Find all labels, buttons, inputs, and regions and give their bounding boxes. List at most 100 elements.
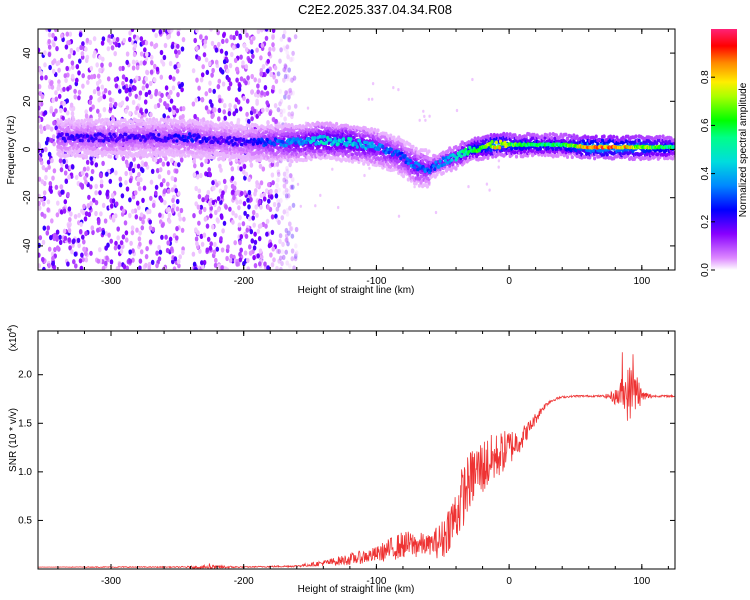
spectrogram-cell: [265, 90, 270, 96]
spectrogram-cell: [70, 249, 74, 255]
spectrogram-cell: [168, 74, 173, 80]
spectrogram-cell: [102, 94, 107, 100]
spectrogram-cell: [170, 44, 175, 50]
spectrogram-cell: [274, 188, 279, 194]
spectrogram-cell: [272, 201, 277, 208]
spectrogram-cell: [100, 40, 105, 46]
spectrogram-cell: [266, 58, 271, 64]
spectrogram-cell: [82, 203, 86, 209]
spectrogram-cell: [124, 180, 128, 186]
spectrogram-cell: [205, 223, 210, 229]
spectrogram-cell: [274, 193, 279, 199]
spectrogram-cell: [148, 80, 153, 87]
spectrogram-cell: [285, 50, 290, 56]
spectrogram-cell: [290, 248, 295, 254]
spectrogram-cell: [199, 77, 204, 83]
spectrogram-cell: [268, 110, 273, 116]
spectrogram-ridge-cell: [564, 132, 568, 137]
spectrogram-cell: [90, 225, 95, 231]
spectrogram-cell: [166, 240, 170, 246]
spectrogram-cell: [290, 176, 295, 183]
spectrogram-cell: [135, 105, 139, 111]
spectrogram-cell: [273, 65, 278, 71]
spectrogram-cell: [131, 248, 135, 254]
spectrogram-cell: [247, 204, 251, 210]
spectrogram-cell: [204, 57, 209, 63]
spectrogram-cell: [121, 208, 126, 214]
spectrogram-cell: [166, 188, 171, 194]
spectrogram-cell: [94, 210, 98, 217]
spectrogram-cell: [206, 189, 211, 196]
spectrogram-cell: [256, 83, 260, 89]
spectrogram-cell: [128, 110, 132, 117]
spectrogram-cell: [242, 95, 246, 101]
spectrogram-cell: [87, 74, 91, 80]
spectrogram-cell: [271, 246, 276, 252]
spectrogram-cell: [397, 88, 400, 92]
spectrogram-cell: [141, 197, 145, 203]
spectrogram-cell: [177, 263, 181, 269]
spectrogram-cell: [38, 84, 42, 90]
spectrogram-cell: [174, 161, 178, 167]
spectrogram-cell: [299, 204, 302, 208]
spectrogram-cell: [154, 42, 159, 48]
spectrogram-ridge-cell: [556, 153, 560, 158]
spectrogram-cell: [216, 207, 221, 213]
spectrogram-cell: [200, 97, 205, 103]
spectrogram-cell: [217, 116, 221, 122]
spectrogram-ridge-cell: [108, 154, 113, 159]
spectrogram-cell: [202, 232, 207, 238]
spectrogram-cell: [218, 163, 222, 169]
spectrogram-cell: [193, 163, 197, 169]
spectrogram-cell: [253, 263, 258, 269]
spectrogram-cell: [245, 47, 249, 53]
spectrogram-cell: [38, 252, 41, 258]
spectrogram-cell: [284, 176, 289, 182]
spectrogram-cell: [43, 62, 47, 68]
spectrogram-cell: [277, 258, 282, 264]
spectrogram-cell: [140, 225, 145, 231]
spectrogram-cell: [68, 245, 72, 251]
spectrogram-cell: [149, 179, 154, 185]
spectrogram-cell: [47, 51, 52, 58]
spectrogram-cell: [77, 95, 81, 101]
spectrogram-cell: [198, 209, 203, 215]
spectrogram-cell: [159, 182, 164, 188]
spectrogram-cell: [39, 124, 43, 130]
spectrogram-cell: [91, 229, 95, 236]
spectrogram-cell: [169, 29, 174, 33]
spectrogram-cell: [82, 166, 87, 172]
spectrogram-cell: [245, 32, 249, 38]
spectrogram-cell: [104, 260, 108, 266]
spectrogram-cell: [236, 189, 240, 195]
spectrogram-ridge-cell: [586, 135, 590, 140]
spectrogram-cell: [203, 43, 207, 49]
spectrogram-cell: [210, 102, 214, 108]
spectrogram-cell: [171, 197, 175, 203]
spectrogram-cell: [192, 158, 196, 164]
spectrogram-cell: [147, 265, 152, 270]
spectrogram-cell: [193, 37, 197, 44]
spectrogram-cell: [269, 252, 273, 258]
spectrogram-cell: [232, 111, 236, 117]
spectrogram-cell: [40, 179, 45, 185]
spectrogram-cell: [222, 109, 226, 115]
spectrogram-cell: [269, 188, 273, 194]
spectrogram-cell: [167, 218, 172, 224]
spectrogram-cell: [38, 143, 42, 149]
spectrogram-cell: [167, 212, 172, 218]
spectrogram-cell: [161, 61, 166, 67]
spectrogram-cell: [81, 234, 85, 240]
spectrogram-cell: [154, 32, 158, 39]
spectrogram-cell: [157, 256, 162, 262]
spectrogram-cell: [76, 46, 80, 52]
spectrogram-cell: [181, 37, 186, 43]
spectrogram-cell: [124, 88, 129, 94]
spectrogram-cell: [148, 239, 153, 245]
spectrogram-cell: [74, 263, 78, 269]
spectrogram-cell: [238, 34, 243, 41]
spectrogram-noise-cells: [38, 29, 509, 270]
spectrogram-cell: [137, 205, 141, 211]
spectrogram-cell: [56, 200, 60, 206]
spectrogram-cell: [224, 184, 228, 190]
